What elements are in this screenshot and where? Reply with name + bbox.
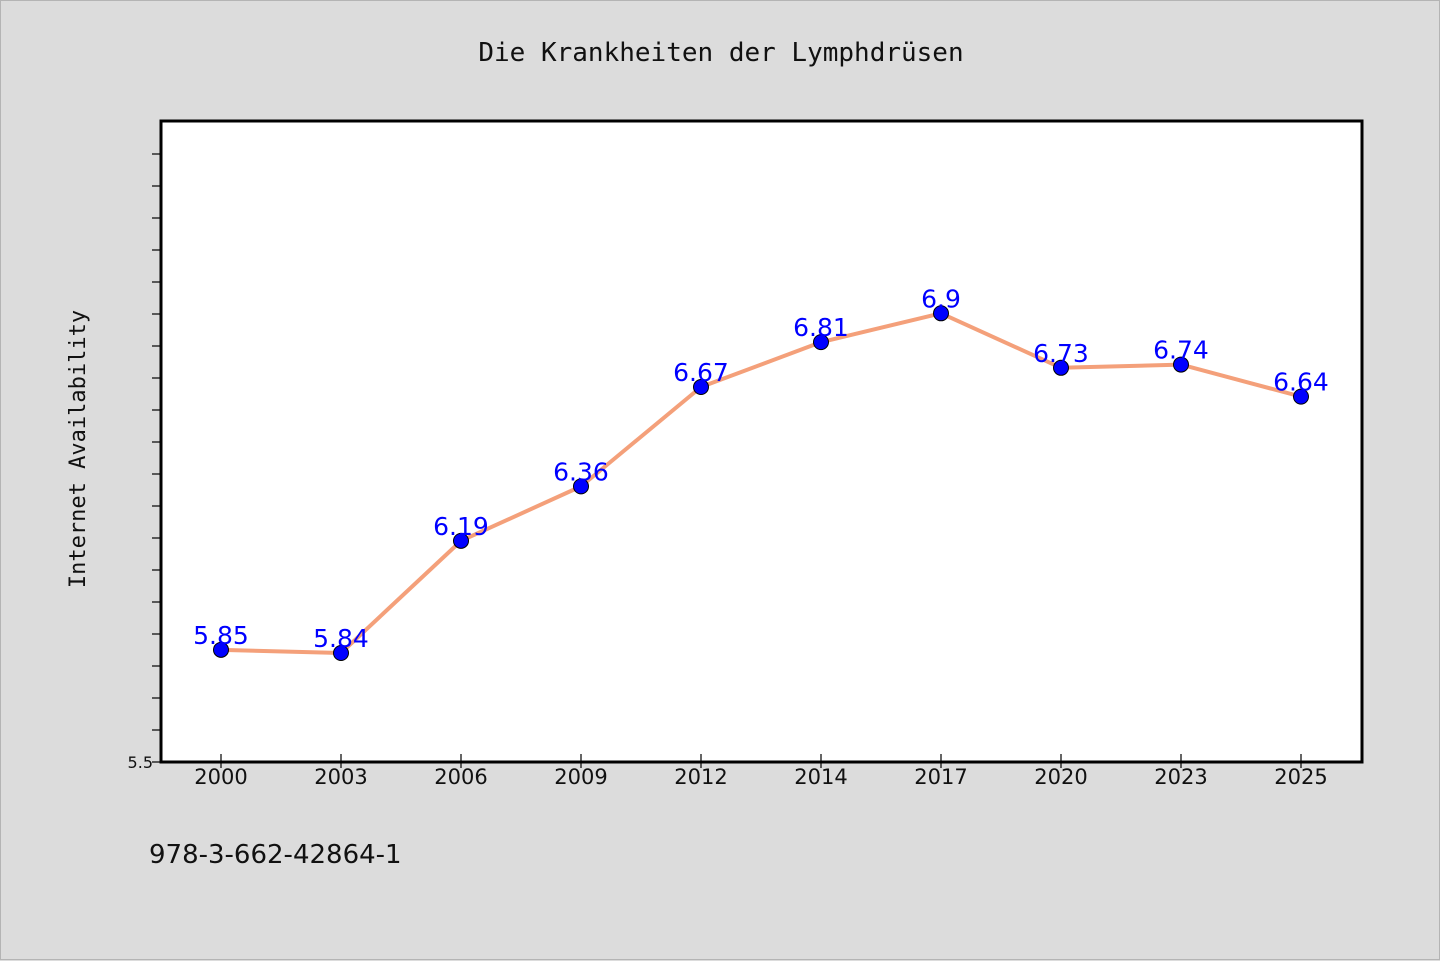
x-tick-label: 2025	[1274, 765, 1327, 789]
x-tick-label: 2006	[434, 765, 487, 789]
data-label: 5.84	[313, 624, 369, 653]
data-point	[573, 478, 589, 495]
data-point	[213, 641, 229, 658]
plot-area	[159, 119, 1364, 764]
data-label: 6.36	[553, 457, 609, 486]
data-label: 5.85	[193, 621, 249, 650]
data-point	[933, 305, 949, 322]
data-label: 6.67	[673, 358, 729, 387]
x-tick-label: 2003	[314, 765, 367, 789]
x-tick-label: 2009	[554, 765, 607, 789]
data-label: 6.19	[433, 512, 489, 541]
data-point	[1293, 388, 1309, 405]
x-tick-label: 2017	[914, 765, 967, 789]
y-axis-ticks	[152, 153, 161, 763]
data-label: 6.74	[1153, 336, 1209, 365]
data-point	[693, 379, 709, 396]
data-point	[1173, 356, 1189, 373]
series-group	[220, 311, 1302, 656]
x-tick-label: 2012	[674, 765, 727, 789]
data-label: 6.73	[1033, 339, 1089, 368]
x-tick-label: 2000	[194, 765, 247, 789]
data-points	[213, 305, 1309, 662]
data-label: 6.81	[793, 313, 849, 342]
data-labels: 5.85 5.84 6.19 6.36 6.67 6.81 6.9 6.73 6.74 6.64	[193, 284, 1329, 653]
x-tick-label: 2014	[794, 765, 847, 789]
x-tick-label: 2020	[1034, 765, 1087, 789]
series-line	[220, 311, 1302, 656]
data-point	[453, 532, 469, 549]
y-axis-label: Internet Availability	[66, 310, 91, 588]
chart-title: Die Krankheiten der Lymphdrüsen	[478, 38, 963, 68]
data-label: 6.9	[921, 284, 961, 313]
data-point	[1053, 359, 1069, 376]
data-label: 6.64	[1273, 368, 1329, 397]
data-point	[813, 334, 829, 351]
isbn-footer: 978-3-662-42864-1	[149, 840, 402, 870]
data-point	[333, 645, 349, 662]
x-tick-label: 2023	[1154, 765, 1207, 789]
x-axis-ticks	[220, 754, 1302, 768]
y-tick-label-min: 5.5	[128, 753, 153, 772]
x-axis-tick-labels: 2000 2003 2006 2009 2012 2014 2017 2020 2023 2025	[194, 765, 1327, 789]
